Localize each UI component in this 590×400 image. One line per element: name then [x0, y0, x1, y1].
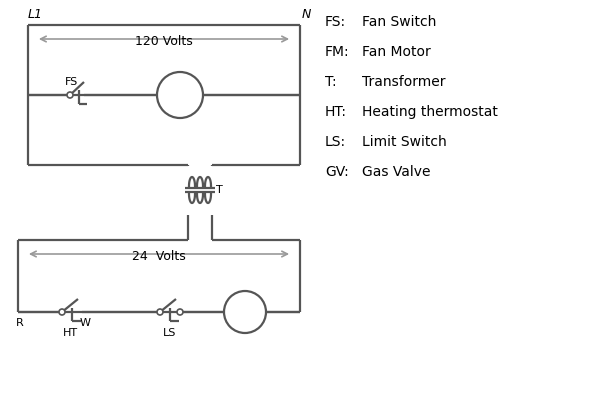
Text: Limit Switch: Limit Switch: [362, 135, 447, 149]
Text: LS:: LS:: [325, 135, 346, 149]
Text: HT: HT: [63, 328, 77, 338]
Circle shape: [157, 309, 163, 315]
Circle shape: [59, 309, 65, 315]
Text: Heating thermostat: Heating thermostat: [362, 105, 498, 119]
Text: FM: FM: [171, 88, 189, 102]
Text: FS:: FS:: [325, 15, 346, 29]
Text: FS: FS: [65, 77, 78, 87]
Text: T:: T:: [325, 75, 337, 89]
Text: 120 Volts: 120 Volts: [135, 35, 193, 48]
Text: Fan Switch: Fan Switch: [362, 15, 437, 29]
Text: T: T: [216, 185, 223, 195]
Text: Transformer: Transformer: [362, 75, 445, 89]
Text: GV:: GV:: [325, 165, 349, 179]
Text: GV: GV: [236, 306, 254, 318]
Text: LS: LS: [163, 328, 176, 338]
Text: R: R: [16, 318, 24, 328]
Text: Fan Motor: Fan Motor: [362, 45, 431, 59]
Circle shape: [157, 72, 203, 118]
Text: L1: L1: [28, 8, 43, 21]
Circle shape: [224, 291, 266, 333]
Text: N: N: [302, 8, 312, 21]
Circle shape: [67, 92, 73, 98]
Circle shape: [177, 309, 183, 315]
Text: FM:: FM:: [325, 45, 350, 59]
Text: Gas Valve: Gas Valve: [362, 165, 431, 179]
Text: 24  Volts: 24 Volts: [132, 250, 186, 263]
Text: HT:: HT:: [325, 105, 347, 119]
Text: W: W: [80, 318, 90, 328]
